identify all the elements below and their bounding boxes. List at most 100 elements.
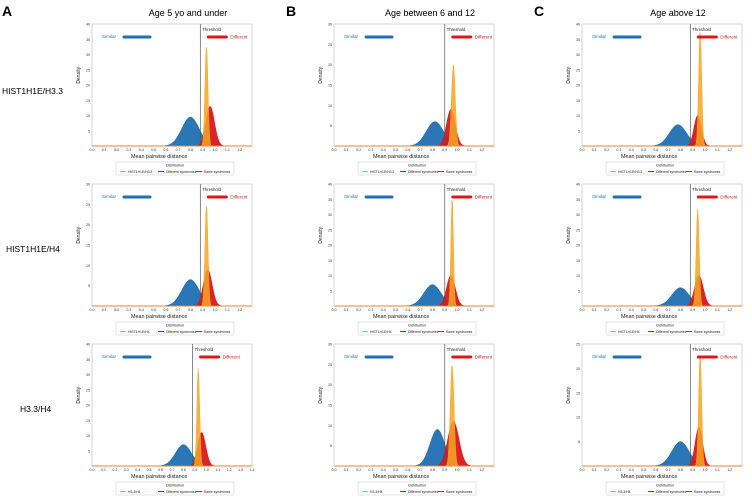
legend-box (605, 321, 725, 336)
x-tick-label: 1.1 (225, 148, 230, 152)
legend-item-focus-label: H3.3/H4 (370, 490, 383, 494)
similar-label: Similar (102, 194, 117, 199)
threshold-label: Threshold (692, 27, 711, 32)
focus-density-area (92, 206, 252, 307)
x-tick-label: 1.3 (238, 468, 243, 472)
y-tick-label: 5 (88, 284, 90, 288)
y-tick-label: 30 (576, 213, 580, 217)
y-tick-label: 10 (576, 416, 580, 420)
legend-item-different-label: Different syndromes (656, 490, 687, 494)
x-tick-label: 1.1 (715, 468, 720, 472)
x-tick-label: 0.9 (442, 148, 447, 152)
panel-letter-b: B (286, 3, 297, 19)
x-tick-label: 1.1 (215, 468, 220, 472)
x-tick-label: 1.2 (237, 308, 242, 312)
x-tick-label: 1.0 (703, 148, 708, 152)
y-tick-label: 5 (578, 440, 580, 444)
legend-item-same-label: Same syndromes (204, 330, 231, 334)
chart-2-3: 5 10 15 20 25 30 35 40 0.0 0.1 0.2 0.3 0.4 0.5 0.6 0.7 0… (566, 183, 743, 336)
legend-item-same-label: Same syndromes (694, 330, 721, 334)
y-tick-label: 20 (86, 223, 90, 227)
y-tick-label: 20 (86, 404, 90, 408)
x-tick-label: 0.3 (368, 308, 373, 312)
legend-title: Distribution (166, 484, 184, 488)
x-tick-label: 0.1 (344, 468, 349, 472)
x-tick-label: 0.4 (381, 308, 386, 312)
x-tick-label: 0.4 (139, 148, 144, 152)
plot-frame (333, 23, 495, 147)
y-tick-label: 5 (330, 289, 332, 293)
legend-item-focus-label: HIST1H1E/H3.3 (618, 170, 642, 174)
y-tick-label: 25 (86, 203, 90, 207)
x-tick-label: 0.3 (126, 148, 131, 152)
x-tick-label: 0.9 (690, 308, 695, 312)
legend-title: Distribution (408, 484, 426, 488)
y-tick-label: 20 (576, 367, 580, 371)
legend-title: Distribution (166, 164, 184, 168)
focus-density-area (582, 32, 742, 147)
y-tick-label: 10 (86, 264, 90, 268)
x-tick-label: 0.6 (163, 308, 168, 312)
y-tick-label: 10 (86, 434, 90, 438)
legend-box (357, 481, 477, 496)
column-title-3: Age above 12 (650, 8, 706, 18)
threshold-label: Threshold (195, 347, 214, 352)
x-tick-label: 1.2 (237, 148, 242, 152)
x-tick-label: 0.5 (151, 308, 156, 312)
y-tick-label: 10 (328, 274, 332, 278)
x-tick-label: 0.6 (158, 468, 163, 472)
legend-item-different-label: Different syndromes (408, 170, 439, 174)
y-tick-label: 25 (86, 68, 90, 72)
different-label: Different (230, 195, 248, 200)
x-tick-label: 1.1 (715, 308, 720, 312)
similar-label: Similar (592, 194, 607, 199)
plot-frame (91, 343, 253, 467)
x-tick-label: 0.7 (418, 468, 423, 472)
y-axis-label: Density (76, 66, 82, 83)
x-tick-label: 1.4 (250, 468, 255, 472)
x-tick-label: 0.7 (418, 148, 423, 152)
legend-item-focus-label: HIST1H1E/H3.3 (370, 170, 394, 174)
y-tick-label: 10 (328, 424, 332, 428)
x-tick-label: 0.5 (393, 308, 398, 312)
plot-frame (91, 183, 253, 307)
threshold-label: Threshold (202, 27, 221, 32)
focus-density-area (92, 368, 252, 467)
x-tick-label: 1.0 (703, 468, 708, 472)
x-tick-label: 0.1 (102, 308, 107, 312)
y-tick-label: 20 (86, 84, 90, 88)
y-tick-label: 30 (86, 183, 90, 187)
similar-label: Similar (344, 194, 359, 199)
x-tick-label: 0.7 (666, 308, 671, 312)
x-tick-label: 0.3 (124, 468, 129, 472)
x-tick-label: 1.1 (467, 148, 472, 152)
x-tick-label: 0.4 (381, 468, 386, 472)
x-tick-label: 0.8 (678, 468, 683, 472)
legend-item-focus-label: HIST1H1E/H3.3 (128, 170, 152, 174)
x-tick-label: 0.0 (90, 148, 95, 152)
x-axis-label: Mean pairwise distance (131, 314, 187, 320)
x-tick-label: 1.2 (727, 468, 732, 472)
x-tick-label: 0.0 (90, 308, 95, 312)
y-tick-label: 15 (86, 99, 90, 103)
x-tick-label: 1.0 (703, 308, 708, 312)
y-tick-label: 10 (576, 114, 580, 118)
x-tick-label: 1.1 (467, 468, 472, 472)
chart-2-1: 5 10 15 20 25 30 0.0 0.1 0.2 0.3 0.4 0.5 0.6 0.7 0.8 0.… (76, 183, 253, 336)
x-tick-label: 0.2 (356, 148, 361, 152)
legend-title: Distribution (656, 324, 674, 328)
different-label: Different (720, 195, 738, 200)
y-tick-label: 30 (86, 373, 90, 377)
x-tick-label: 0.8 (430, 308, 435, 312)
x-tick-label: 0.0 (332, 468, 337, 472)
y-tick-label: 40 (86, 343, 90, 347)
legend-box (115, 321, 235, 336)
x-tick-label: 0.5 (641, 308, 646, 312)
x-tick-label: 0.5 (147, 468, 152, 472)
x-tick-label: 1.0 (213, 308, 218, 312)
x-tick-label: 0.3 (126, 308, 131, 312)
legend-item-same-label: Same syndromes (694, 170, 721, 174)
similar-label: Similar (344, 34, 359, 39)
y-tick-label: 25 (86, 388, 90, 392)
legend-item-different-label: Different syndromes (408, 330, 439, 334)
